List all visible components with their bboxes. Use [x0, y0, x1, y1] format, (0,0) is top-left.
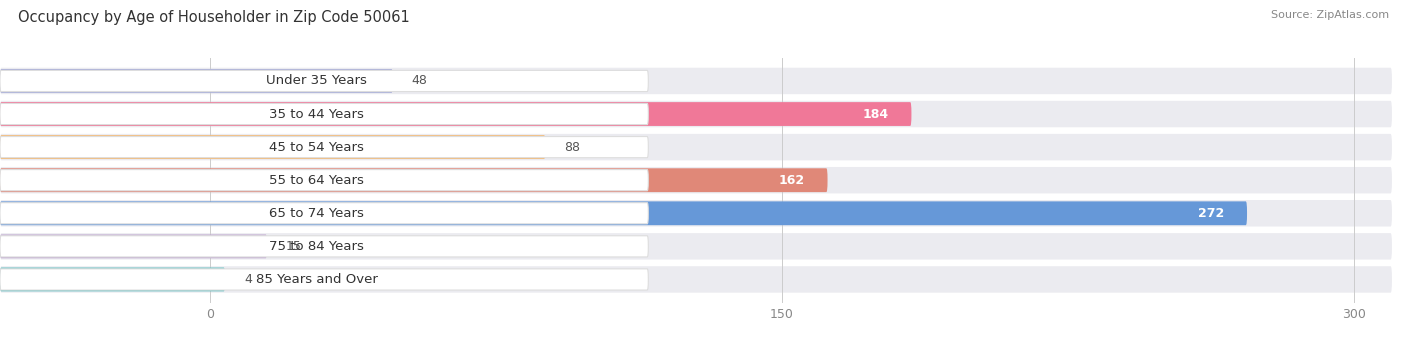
Text: 4: 4 — [245, 273, 252, 286]
Text: Source: ZipAtlas.com: Source: ZipAtlas.com — [1271, 10, 1389, 20]
FancyBboxPatch shape — [0, 200, 1392, 226]
FancyBboxPatch shape — [0, 101, 1392, 127]
FancyBboxPatch shape — [0, 266, 1392, 293]
FancyBboxPatch shape — [0, 233, 1392, 260]
FancyBboxPatch shape — [0, 134, 1392, 160]
FancyBboxPatch shape — [0, 135, 546, 159]
Text: 65 to 74 Years: 65 to 74 Years — [269, 207, 364, 220]
Text: 45 to 54 Years: 45 to 54 Years — [269, 141, 364, 154]
FancyBboxPatch shape — [0, 68, 1392, 94]
Text: 75 to 84 Years: 75 to 84 Years — [269, 240, 364, 253]
Text: 184: 184 — [862, 107, 889, 121]
FancyBboxPatch shape — [0, 235, 267, 258]
Text: 35 to 44 Years: 35 to 44 Years — [269, 107, 364, 121]
Text: 88: 88 — [564, 141, 581, 154]
Text: Occupancy by Age of Householder in Zip Code 50061: Occupancy by Age of Householder in Zip C… — [18, 10, 411, 25]
FancyBboxPatch shape — [0, 103, 648, 125]
FancyBboxPatch shape — [0, 268, 225, 291]
FancyBboxPatch shape — [0, 167, 1392, 193]
FancyBboxPatch shape — [0, 168, 828, 192]
Text: 272: 272 — [1198, 207, 1225, 220]
Text: Under 35 Years: Under 35 Years — [266, 74, 367, 87]
FancyBboxPatch shape — [0, 102, 911, 126]
FancyBboxPatch shape — [0, 69, 392, 93]
FancyBboxPatch shape — [0, 236, 648, 257]
FancyBboxPatch shape — [0, 201, 1247, 225]
FancyBboxPatch shape — [0, 269, 648, 290]
Text: 48: 48 — [412, 74, 427, 87]
Text: 55 to 64 Years: 55 to 64 Years — [269, 174, 364, 187]
FancyBboxPatch shape — [0, 203, 648, 224]
FancyBboxPatch shape — [0, 137, 648, 158]
FancyBboxPatch shape — [0, 170, 648, 191]
Text: 162: 162 — [779, 174, 804, 187]
FancyBboxPatch shape — [0, 70, 648, 91]
Text: 85 Years and Over: 85 Years and Over — [256, 273, 377, 286]
Text: 15: 15 — [285, 240, 302, 253]
